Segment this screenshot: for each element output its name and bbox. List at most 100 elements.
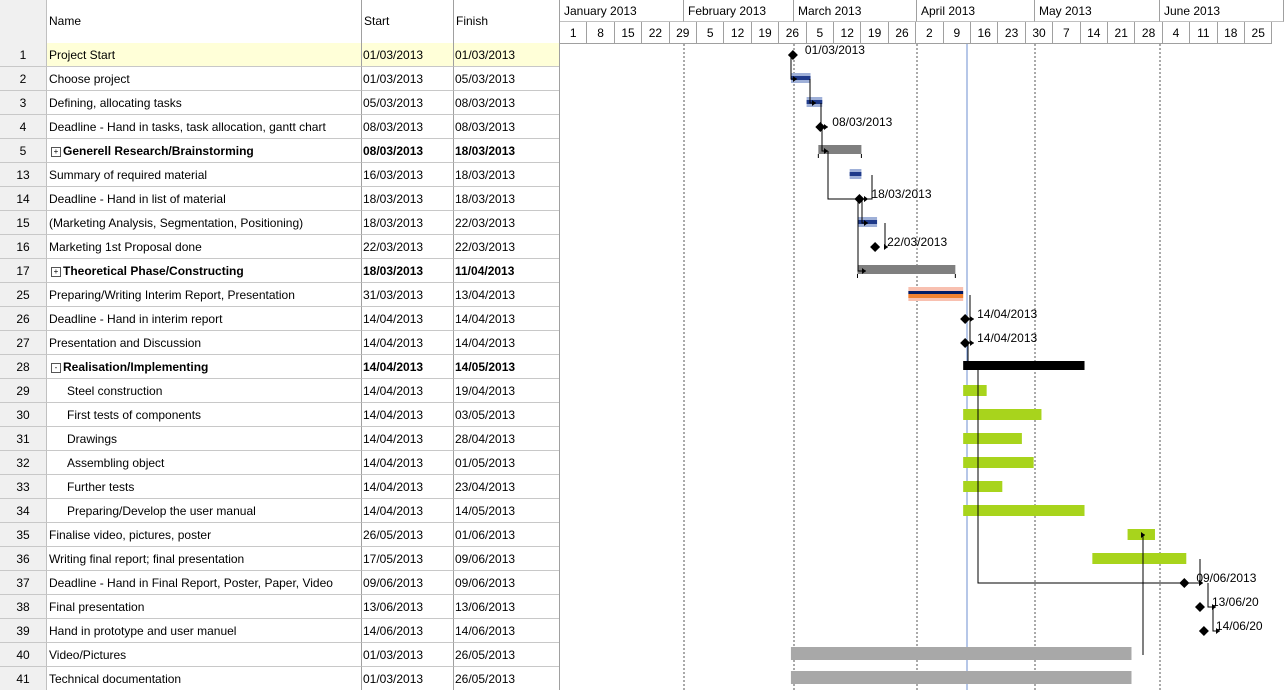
row-number[interactable]: 35 <box>0 523 47 547</box>
task-name-cell[interactable]: Hand in prototype and user manuel <box>47 619 362 643</box>
task-name-cell[interactable]: Deadline - Hand in interim report <box>47 307 362 331</box>
start-column-header[interactable]: Start <box>362 0 454 43</box>
row-number[interactable]: 5 <box>0 139 47 163</box>
start-date-cell[interactable]: 01/03/2013 <box>362 67 454 91</box>
task-bar[interactable] <box>963 505 1085 516</box>
finish-date-cell[interactable]: 01/05/2013 <box>454 451 559 475</box>
table-row[interactable]: 1 Project Start 01/03/2013 01/03/2013 <box>0 43 559 67</box>
row-number[interactable]: 13 <box>0 163 47 187</box>
task-name-cell[interactable]: Further tests <box>47 475 362 499</box>
row-number[interactable]: 39 <box>0 619 47 643</box>
milestone-date-label[interactable]: 18/03/2013 <box>871 187 931 201</box>
milestone-date-label[interactable]: 01/03/2013 <box>805 43 865 57</box>
start-date-cell[interactable]: 14/04/2013 <box>362 451 454 475</box>
task-name-cell[interactable]: + Theoretical Phase/Constructing <box>47 259 362 283</box>
expand-icon[interactable]: + <box>51 146 61 157</box>
start-date-cell[interactable]: 09/06/2013 <box>362 571 454 595</box>
start-date-cell[interactable]: 22/03/2013 <box>362 235 454 259</box>
task-name-cell[interactable]: Drawings <box>47 427 362 451</box>
finish-date-cell[interactable]: 18/03/2013 <box>454 163 559 187</box>
start-date-cell[interactable]: 14/04/2013 <box>362 355 454 379</box>
task-bar-progress[interactable] <box>857 220 878 224</box>
start-date-cell[interactable]: 16/03/2013 <box>362 163 454 187</box>
task-name-cell[interactable]: Video/Pictures <box>47 643 362 667</box>
start-date-cell[interactable]: 08/03/2013 <box>362 139 454 163</box>
row-number[interactable]: 30 <box>0 403 47 427</box>
row-number[interactable]: 25 <box>0 283 47 307</box>
start-date-cell[interactable]: 14/04/2013 <box>362 307 454 331</box>
row-number[interactable]: 28 <box>0 355 47 379</box>
task-name-cell[interactable]: Preparing/Writing Interim Report, Presen… <box>47 283 362 307</box>
finish-date-cell[interactable]: 14/04/2013 <box>454 331 559 355</box>
task-bar[interactable] <box>790 671 1132 684</box>
milestone-date-label[interactable]: 09/06/2013 <box>1196 571 1256 585</box>
task-bar[interactable] <box>1092 553 1187 564</box>
task-bar[interactable] <box>963 481 1003 492</box>
table-row[interactable]: 27 Presentation and Discussion 14/04/2013 1… <box>0 331 559 355</box>
milestone-marker[interactable] <box>960 338 971 348</box>
task-name-cell[interactable]: Marketing 1st Proposal done <box>47 235 362 259</box>
row-number[interactable]: 2 <box>0 67 47 91</box>
table-row[interactable]: 16 Marketing 1st Proposal done 22/03/2013 2… <box>0 235 559 259</box>
table-row[interactable]: 34 Preparing/Develop the user manual 14/04… <box>0 499 559 523</box>
gantt-chart[interactable]: January 2013 February 2013 March 2013 April… <box>560 0 1284 690</box>
row-number[interactable]: 41 <box>0 667 47 690</box>
milestone-marker[interactable] <box>1194 602 1205 612</box>
milestone-date-label[interactable]: 22/03/2013 <box>887 235 947 249</box>
table-row[interactable]: 15 (Marketing Analysis, Segmentation, Pos… <box>0 211 559 235</box>
start-date-cell[interactable]: 01/03/2013 <box>362 43 454 67</box>
table-row[interactable]: 36 Writing final report; final presentati… <box>0 547 559 571</box>
summary-bar[interactable] <box>963 361 1085 370</box>
task-bar[interactable] <box>963 433 1022 444</box>
table-row[interactable]: 33 Further tests 14/04/2013 23/04/2013 <box>0 475 559 499</box>
start-date-cell[interactable]: 18/03/2013 <box>362 259 454 283</box>
start-date-cell[interactable]: 01/03/2013 <box>362 643 454 667</box>
table-row[interactable]: 13 Summary of required material 16/03/2013… <box>0 163 559 187</box>
milestone-marker[interactable] <box>1198 626 1209 636</box>
table-row[interactable]: 30 First tests of components 14/04/2013 03/… <box>0 403 559 427</box>
milestone-marker[interactable] <box>870 242 881 252</box>
task-name-cell[interactable]: Summary of required material <box>47 163 362 187</box>
row-number[interactable]: 4 <box>0 115 47 139</box>
finish-date-cell[interactable]: 26/05/2013 <box>454 667 559 690</box>
row-number[interactable]: 37 <box>0 571 47 595</box>
task-name-cell[interactable]: Final presentation <box>47 595 362 619</box>
collapse-icon[interactable]: - <box>51 362 61 373</box>
task-name-cell[interactable]: (Marketing Analysis, Segmentation, Posit… <box>47 211 362 235</box>
row-number[interactable]: 32 <box>0 451 47 475</box>
finish-date-cell[interactable]: 05/03/2013 <box>454 67 559 91</box>
row-number[interactable]: 26 <box>0 307 47 331</box>
milestone-date-label[interactable]: 13/06/20 <box>1212 595 1259 609</box>
task-name-cell[interactable]: Presentation and Discussion <box>47 331 362 355</box>
milestone-date-label[interactable]: 08/03/2013 <box>832 115 892 129</box>
row-number[interactable]: 3 <box>0 91 47 115</box>
finish-date-cell[interactable]: 18/03/2013 <box>454 187 559 211</box>
finish-date-cell[interactable]: 08/03/2013 <box>454 91 559 115</box>
start-date-cell[interactable]: 08/03/2013 <box>362 115 454 139</box>
task-name-cell[interactable]: First tests of components <box>47 403 362 427</box>
task-bar-progress[interactable] <box>790 76 811 80</box>
finish-date-cell[interactable]: 09/06/2013 <box>454 547 559 571</box>
row-number[interactable]: 36 <box>0 547 47 571</box>
finish-date-cell[interactable]: 26/05/2013 <box>454 643 559 667</box>
table-row[interactable]: 17 + Theoretical Phase/Constructing 18/03/2… <box>0 259 559 283</box>
task-name-cell[interactable]: Deadline - Hand in tasks, task allocatio… <box>47 115 362 139</box>
task-name-cell[interactable]: Deadline - Hand in list of material <box>47 187 362 211</box>
task-bar-progress[interactable] <box>849 172 862 176</box>
task-name-cell[interactable]: Technical documentation <box>47 667 362 690</box>
start-date-cell[interactable]: 14/04/2013 <box>362 427 454 451</box>
task-bar[interactable] <box>790 647 1132 660</box>
finish-date-cell[interactable]: 13/06/2013 <box>454 595 559 619</box>
task-bar[interactable] <box>963 457 1034 468</box>
finish-date-cell[interactable]: 13/04/2013 <box>454 283 559 307</box>
task-name-cell[interactable]: Defining, allocating tasks <box>47 91 362 115</box>
task-bar[interactable] <box>963 409 1042 420</box>
row-number-header[interactable] <box>0 0 47 43</box>
task-name-cell[interactable]: Finalise video, pictures, poster <box>47 523 362 547</box>
start-date-cell[interactable]: 26/05/2013 <box>362 523 454 547</box>
row-number[interactable]: 16 <box>0 235 47 259</box>
finish-date-cell[interactable]: 01/03/2013 <box>454 43 559 67</box>
finish-date-cell[interactable]: 28/04/2013 <box>454 427 559 451</box>
milestone-marker[interactable] <box>960 314 971 324</box>
table-row[interactable]: 41 Technical documentation 01/03/2013 26/05… <box>0 667 559 690</box>
